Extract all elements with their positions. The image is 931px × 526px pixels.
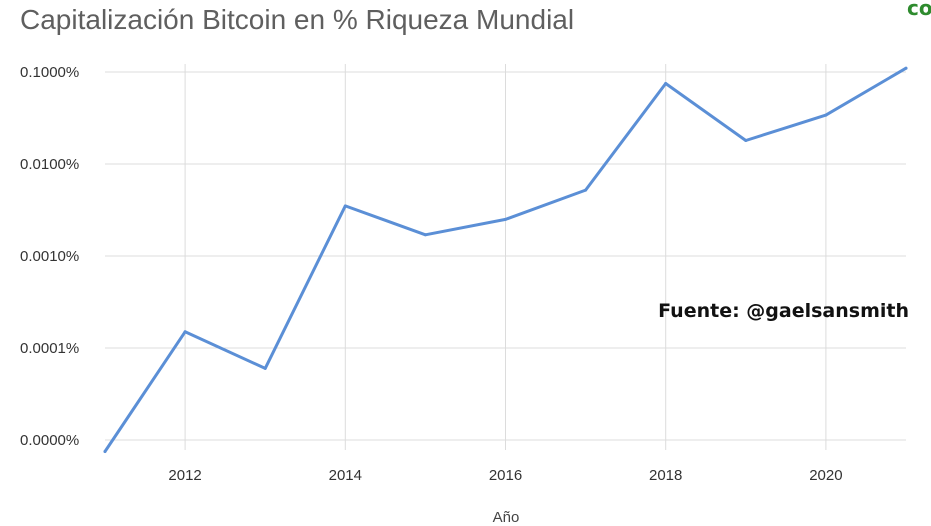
x-axis-title: Año [493, 509, 520, 526]
data-point [504, 217, 507, 221]
source-annotation: Fuente: @gaelsansmith [658, 300, 909, 322]
data-point [263, 366, 267, 370]
y-tick-label: 0.1000% [20, 64, 79, 81]
y-tick-label: 0.0100% [20, 156, 79, 173]
y-tick-label: 0.0010% [20, 248, 79, 265]
grid-lines [105, 64, 906, 450]
x-tick-label: 2018 [649, 467, 682, 484]
corner-logo-text: co [907, 0, 931, 20]
x-tick-label: 2016 [489, 467, 522, 484]
series-layer [103, 66, 908, 453]
data-point [664, 81, 668, 85]
x-axis-ticks: 2012 2014 2016 2018 2020 [168, 467, 842, 484]
x-tick-label: 2014 [329, 467, 362, 484]
y-tick-label: 0.0000% [20, 432, 79, 449]
y-axis-ticks: 0.0000% 0.0001% 0.0010% 0.0100% 0.1000% [20, 64, 79, 449]
x-tick-label: 2020 [809, 467, 842, 484]
data-point [183, 330, 187, 334]
x-tick-label: 2012 [168, 467, 201, 484]
chart-title: Capitalización Bitcoin en % Riqueza Mund… [20, 4, 575, 35]
data-point [423, 233, 427, 237]
data-point [103, 449, 107, 453]
data-point [584, 188, 588, 192]
data-point [343, 204, 347, 208]
y-tick-label: 0.0001% [20, 340, 79, 357]
data-point [904, 66, 908, 70]
data-point [824, 113, 828, 117]
data-point [744, 139, 748, 143]
